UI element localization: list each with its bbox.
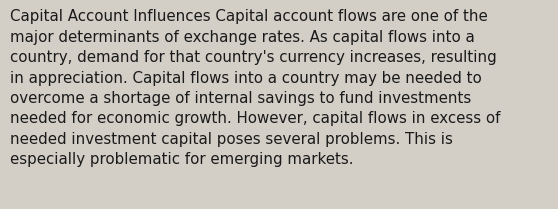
Text: Capital Account Influences Capital account flows are one of the
major determinan: Capital Account Influences Capital accou… [10, 9, 501, 167]
